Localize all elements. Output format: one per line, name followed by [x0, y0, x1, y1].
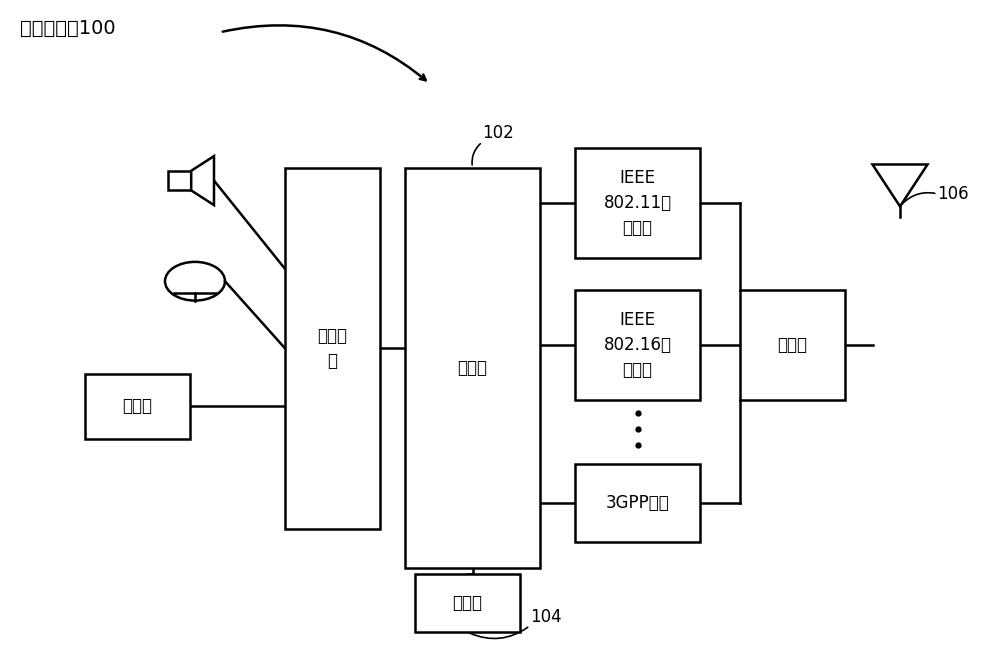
Bar	[740, 290, 845, 400]
Bar	[85, 374, 190, 439]
Text: IEEE
802.16网
络接口: IEEE 802.16网 络接口	[604, 311, 672, 379]
Bar	[575, 290, 700, 400]
Text: 3GPP接口: 3GPP接口	[606, 494, 669, 512]
Bar	[575, 464, 700, 542]
Text: 102: 102	[483, 124, 514, 142]
Text: 104: 104	[530, 608, 562, 626]
Bar	[405, 168, 540, 568]
Text: 显示器: 显示器	[122, 397, 152, 415]
Text: 106: 106	[938, 185, 969, 203]
Polygon shape	[191, 156, 214, 205]
Polygon shape	[168, 171, 191, 190]
Text: 存储器: 存储器	[452, 594, 482, 612]
Text: 处理器: 处理器	[458, 359, 488, 377]
Text: 计算机终端100: 计算机终端100	[20, 19, 116, 38]
Bar	[285, 168, 380, 529]
Bar	[575, 148, 700, 258]
Text: IEEE
802.11网
络接口: IEEE 802.11网 络接口	[603, 169, 672, 237]
Text: 耦合器: 耦合器	[778, 336, 808, 354]
Bar	[415, 574, 520, 632]
Text: 用户接
口: 用户接 口	[317, 327, 348, 370]
Polygon shape	[872, 164, 928, 206]
